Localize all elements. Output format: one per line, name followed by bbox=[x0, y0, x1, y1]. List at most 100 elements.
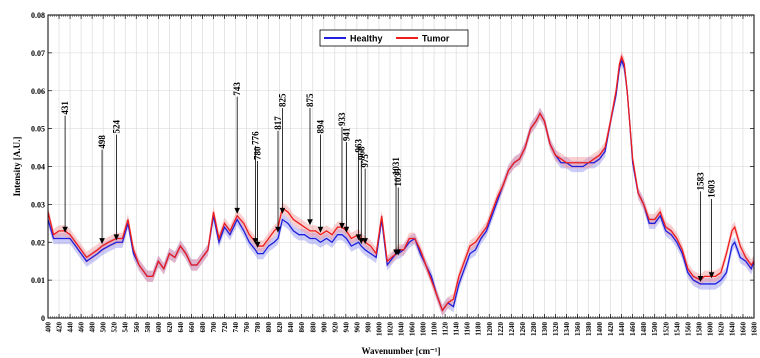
x-tick-label: 1040 bbox=[398, 322, 406, 337]
annotation-label: 1603 bbox=[707, 179, 717, 198]
annotation-label: 431 bbox=[60, 101, 70, 115]
annotation-arrowhead bbox=[254, 241, 261, 248]
x-tick-label: 1580 bbox=[695, 322, 703, 337]
x-tick-label: 1400 bbox=[596, 322, 604, 337]
y-tick-label: 0.02 bbox=[31, 238, 45, 247]
x-tick-label: 1500 bbox=[651, 322, 659, 337]
annotation-arrowhead bbox=[99, 238, 105, 245]
x-tick-label: 1120 bbox=[442, 322, 450, 336]
x-tick-label: 760 bbox=[243, 322, 251, 333]
x-tick-label: 800 bbox=[265, 322, 273, 333]
x-tick-label: 400 bbox=[45, 322, 53, 333]
x-tick-label: 560 bbox=[133, 322, 141, 333]
x-tick-label: 1020 bbox=[386, 322, 394, 337]
annotation-arrowhead bbox=[343, 226, 350, 233]
x-tick-label: 740 bbox=[232, 322, 240, 333]
annotation-label: 524 bbox=[111, 120, 121, 134]
x-tick-label: 880 bbox=[309, 322, 317, 333]
annotation-label: 498 bbox=[97, 135, 107, 149]
y-tick-label: 0.03 bbox=[31, 200, 45, 209]
x-tick-label: 1380 bbox=[585, 322, 593, 337]
y-tick-label: 0.07 bbox=[31, 49, 45, 58]
x-tick-label: 820 bbox=[276, 322, 284, 333]
x-tick-label: 1220 bbox=[497, 322, 505, 337]
annotation-label: 933 bbox=[337, 112, 347, 126]
x-tick-label: 1160 bbox=[464, 322, 472, 336]
annotation-label: 1583 bbox=[695, 172, 705, 191]
annotation-arrowhead bbox=[708, 272, 715, 279]
y-tick-label: 0.05 bbox=[31, 125, 45, 134]
x-tick-label: 660 bbox=[188, 322, 196, 333]
x-tick-label: 680 bbox=[199, 322, 207, 333]
annotation-label: 941 bbox=[341, 127, 351, 141]
annotation-label: 963 bbox=[354, 138, 364, 152]
annotation-arrowhead bbox=[362, 238, 368, 245]
x-tick-label: 1320 bbox=[552, 322, 560, 337]
series-lines bbox=[47, 54, 755, 312]
series-line-tumor bbox=[47, 54, 755, 312]
legend-label-healthy: Healthy bbox=[350, 34, 383, 44]
x-tick-label: 980 bbox=[364, 322, 372, 333]
annotation-arrowhead bbox=[279, 207, 286, 214]
y-tick-label: 0 bbox=[41, 314, 45, 323]
annotation-arrowhead bbox=[395, 249, 402, 256]
x-tick-label: 1660 bbox=[739, 322, 747, 337]
y-axis-label: Intensity [A.U.] bbox=[12, 137, 22, 197]
annotation-label: 1031 bbox=[391, 157, 401, 176]
x-tick-label: 580 bbox=[144, 322, 152, 333]
annotation-label: 875 bbox=[305, 93, 315, 107]
x-axis-label: Wavenumber [cm⁻¹] bbox=[361, 346, 440, 356]
legend-label-tumor: Tumor bbox=[422, 34, 450, 44]
annotation-label: 817 bbox=[273, 116, 283, 130]
annotation-arrowhead bbox=[275, 226, 281, 233]
x-tick-label: 1340 bbox=[563, 322, 571, 337]
annotation-label: 776 bbox=[250, 131, 260, 145]
annotation-arrowhead bbox=[234, 207, 240, 214]
x-tick-label: 1620 bbox=[717, 322, 725, 337]
annotation-arrowhead bbox=[252, 238, 259, 245]
legend: Healthy Tumor bbox=[319, 29, 469, 47]
x-tick-label: 1300 bbox=[541, 322, 549, 337]
annotation-label: 825 bbox=[277, 93, 287, 107]
x-tick-label: 860 bbox=[298, 322, 306, 333]
legend-box bbox=[319, 29, 469, 47]
x-tick-label: 1260 bbox=[519, 322, 527, 337]
annotation-arrowhead bbox=[358, 238, 365, 245]
x-tick-label: 480 bbox=[89, 322, 97, 333]
annotation-label: 975 bbox=[360, 154, 370, 168]
y-tick-label: 0.01 bbox=[31, 276, 45, 285]
x-tick-label: 960 bbox=[353, 322, 361, 333]
x-tick-label: 1680 bbox=[751, 322, 759, 337]
x-tick-label: 500 bbox=[100, 322, 108, 333]
x-tick-label: 1480 bbox=[640, 322, 648, 337]
annotation-arrowhead bbox=[62, 226, 68, 233]
annotation-label: 894 bbox=[315, 120, 325, 134]
y-tick-label: 0.06 bbox=[31, 87, 45, 96]
x-tick-label: 1420 bbox=[607, 322, 615, 337]
x-tick-label: 640 bbox=[177, 322, 185, 333]
annotation-arrowhead bbox=[697, 276, 704, 283]
x-tick-label: 780 bbox=[254, 322, 262, 333]
x-tick-label: 700 bbox=[210, 322, 218, 333]
x-tick-label: 1560 bbox=[684, 322, 692, 337]
annotation-label: 780 bbox=[253, 146, 263, 160]
x-tick-label: 1000 bbox=[375, 322, 383, 337]
x-tick-label: 840 bbox=[287, 322, 295, 333]
x-tick-label: 1520 bbox=[662, 322, 670, 337]
y-tick-label: 0.08 bbox=[31, 11, 45, 20]
x-tick-label: 1100 bbox=[431, 322, 439, 336]
x-tick-label: 440 bbox=[67, 322, 75, 333]
x-tick-label: 1080 bbox=[420, 322, 428, 337]
x-tick-label: 420 bbox=[56, 322, 64, 333]
grid bbox=[47, 14, 755, 319]
annotation-arrowhead bbox=[307, 219, 313, 226]
x-tick-label: 1460 bbox=[629, 322, 637, 337]
x-tick-label: 620 bbox=[166, 322, 174, 333]
annotation-label: 968 bbox=[356, 146, 366, 160]
x-tick-label: 600 bbox=[155, 322, 163, 333]
x-tick-label: 900 bbox=[320, 322, 328, 333]
annotation-label: 1035 bbox=[393, 168, 403, 187]
y-tick-label: 0.04 bbox=[31, 163, 45, 172]
x-tick-label: 1200 bbox=[486, 322, 494, 337]
